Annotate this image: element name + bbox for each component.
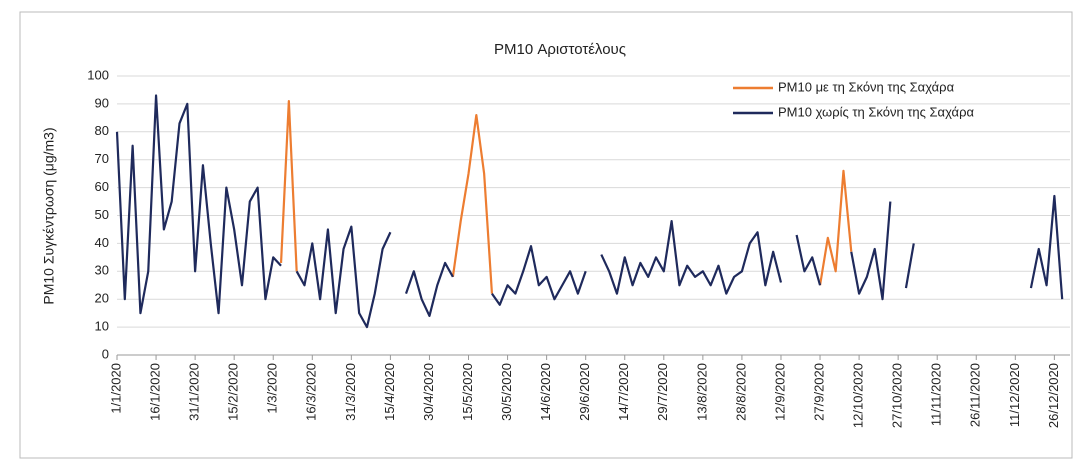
- y-tick-label: 90: [95, 95, 109, 110]
- x-tick-label: 26/11/2020: [968, 363, 983, 427]
- y-tick-label: 20: [95, 291, 109, 306]
- x-tick-label: 27/9/2020: [811, 363, 826, 421]
- x-tick-label: 15/4/2020: [382, 363, 397, 421]
- x-tick-label: 11/12/2020: [1007, 363, 1022, 427]
- series-line: [279, 100, 853, 294]
- legend-label: PM10 χωρίς τη Σκόνη της Σαχάρα: [778, 104, 974, 119]
- y-tick-label: 60: [95, 179, 109, 194]
- x-tick-label: 31/3/2020: [343, 363, 358, 421]
- y-tick-label: 40: [95, 235, 109, 250]
- x-tick-label: 11/11/2020: [929, 363, 944, 426]
- x-tick-label: 28/8/2020: [733, 363, 748, 421]
- chart-frame: [19, 11, 1073, 459]
- chart-title: PM10 Αριστοτέλους: [494, 41, 626, 58]
- x-tick-label: 13/8/2020: [694, 363, 709, 421]
- x-tick-label: 26/12/2020: [1046, 363, 1061, 428]
- legend-label: PM10 με τη Σκόνη της Σαχάρα: [778, 79, 955, 94]
- y-tick-label: 80: [95, 123, 109, 138]
- x-tick-label: 29/7/2020: [655, 363, 670, 421]
- x-tick-label: 14/7/2020: [616, 363, 631, 421]
- y-tick-label: 0: [102, 346, 109, 361]
- x-tick-label: 30/5/2020: [499, 363, 514, 421]
- y-tick-label: 50: [95, 207, 109, 222]
- x-tick-label: 16/3/2020: [304, 363, 319, 421]
- x-tick-label: 16/1/2020: [147, 363, 162, 421]
- x-tick-label: 30/4/2020: [421, 363, 436, 421]
- x-tick-label: 14/6/2020: [538, 363, 553, 421]
- series-line: [115, 94, 1064, 329]
- x-tick-label: 15/5/2020: [460, 363, 475, 421]
- x-tick-label: 12/9/2020: [772, 363, 787, 421]
- x-tick-label: 15/2/2020: [226, 363, 241, 421]
- y-axis-label: PM10 Συγκέντρωση (μg/m3): [41, 127, 57, 304]
- y-tick-label: 100: [87, 67, 109, 82]
- x-tick-label: 12/10/2020: [851, 363, 866, 428]
- x-tick-label: 1/3/2020: [265, 363, 280, 414]
- y-tick-label: 70: [95, 151, 109, 166]
- x-tick-label: 27/10/2020: [890, 363, 905, 428]
- x-tick-label: 31/1/2020: [187, 363, 202, 421]
- y-tick-label: 30: [95, 263, 109, 278]
- y-tick-label: 10: [95, 319, 109, 334]
- x-tick-label: 29/6/2020: [577, 363, 592, 421]
- x-tick-label: 1/1/2020: [108, 363, 123, 414]
